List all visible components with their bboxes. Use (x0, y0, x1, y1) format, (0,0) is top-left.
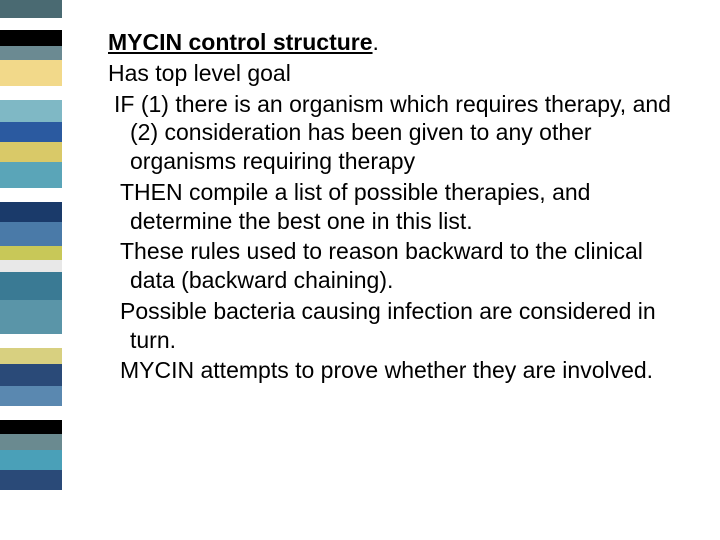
sidebar-stripe (0, 86, 62, 100)
slide-content: MYCIN control structure. Has top level g… (108, 28, 688, 385)
sidebar-stripe (0, 348, 62, 364)
slide-title: MYCIN control structure (108, 29, 373, 55)
sidebar-stripe (0, 490, 62, 540)
body-line-4: These rules used to reason backward to t… (108, 237, 688, 295)
sidebar-stripe (0, 406, 62, 420)
sidebar-stripe (0, 60, 62, 86)
sidebar-stripe (0, 30, 62, 46)
sidebar-stripe (0, 300, 62, 334)
sidebar-stripe (0, 222, 62, 246)
sidebar-stripe (0, 188, 62, 202)
body-line-2: IF (1) there is an organism which requir… (108, 90, 688, 176)
sidebar-stripe (0, 272, 62, 300)
decorative-sidebar (0, 0, 62, 540)
title-period: . (373, 29, 379, 55)
sidebar-stripe (0, 364, 62, 386)
body-line-6: MYCIN attempts to prove whether they are… (108, 356, 688, 385)
body-line-5: Possible bacteria causing infection are … (108, 297, 688, 355)
sidebar-stripe (0, 142, 62, 162)
title-line: MYCIN control structure. (108, 28, 688, 57)
body-line-3: THEN compile a list of possible therapie… (108, 178, 688, 236)
sidebar-stripe (0, 386, 62, 406)
sidebar-stripe (0, 122, 62, 142)
sidebar-stripe (0, 260, 62, 272)
sidebar-stripe (0, 470, 62, 490)
sidebar-stripe (0, 46, 62, 60)
body-line-1: Has top level goal (108, 59, 688, 88)
sidebar-stripe (0, 162, 62, 188)
sidebar-stripe (0, 334, 62, 348)
sidebar-stripe (0, 18, 62, 30)
sidebar-stripe (0, 450, 62, 470)
sidebar-stripe (0, 246, 62, 260)
sidebar-stripe (0, 100, 62, 122)
sidebar-stripe (0, 202, 62, 222)
sidebar-stripe (0, 420, 62, 434)
sidebar-stripe (0, 434, 62, 450)
sidebar-stripe (0, 0, 62, 18)
